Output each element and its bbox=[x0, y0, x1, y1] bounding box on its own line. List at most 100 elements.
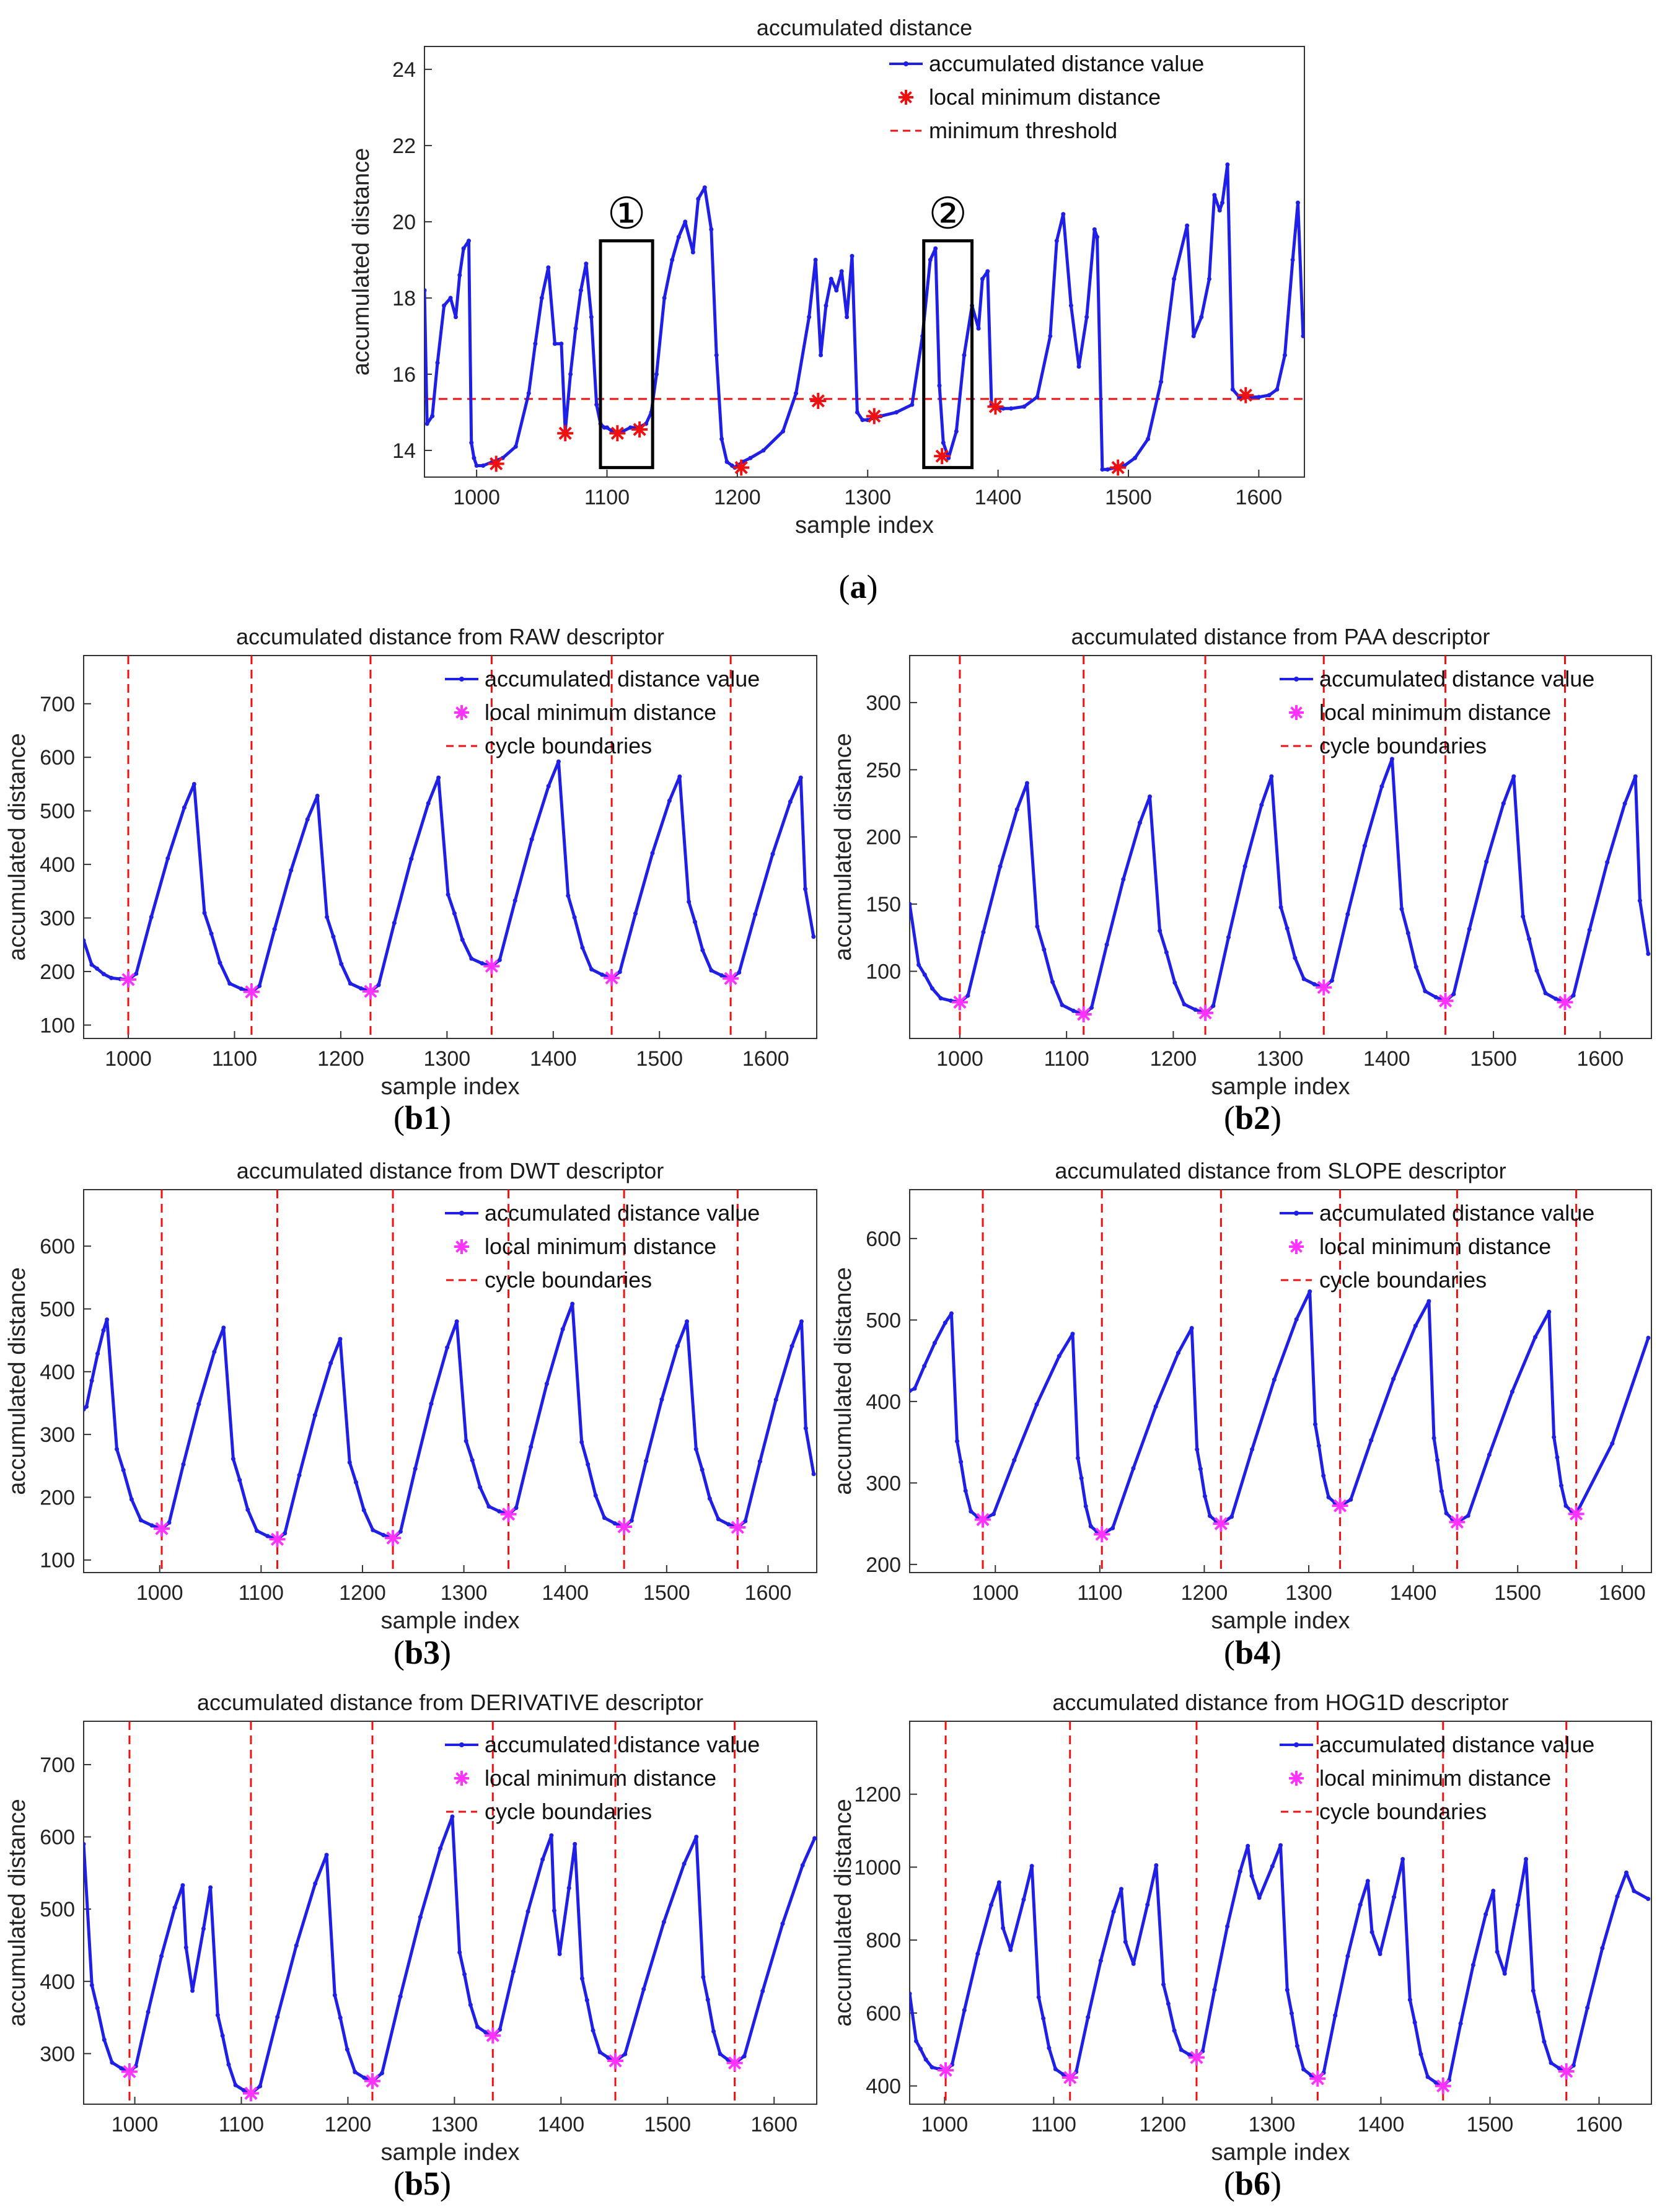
series-point bbox=[580, 945, 585, 950]
series-point bbox=[1211, 1003, 1216, 1008]
series-point bbox=[1206, 276, 1211, 281]
local-minimum-marker bbox=[616, 1519, 633, 1535]
series-point bbox=[371, 1527, 376, 1532]
series-point bbox=[650, 851, 655, 856]
y-axis-label: accumulated distance bbox=[4, 1267, 30, 1495]
series-point bbox=[572, 915, 577, 920]
legend-label: cycle boundaries bbox=[1319, 1267, 1487, 1293]
series-point bbox=[227, 981, 232, 986]
chart-title: accumulated distance from DERIVATIVE des… bbox=[197, 1690, 703, 1715]
star-stroke bbox=[455, 1240, 468, 1253]
x-tick-label: 1200 bbox=[714, 486, 761, 509]
local-minimum-marker bbox=[723, 970, 739, 987]
caption-open-paren: ( bbox=[393, 2165, 405, 2202]
local-minimum-marker bbox=[1557, 994, 1573, 1011]
chart-b6: accumulated distance from HOG1D descript… bbox=[830, 1690, 1652, 2202]
plot-area bbox=[909, 1189, 1652, 1573]
series-point bbox=[707, 1496, 712, 1501]
series-point bbox=[209, 931, 214, 936]
series-point bbox=[1110, 1525, 1115, 1530]
series-point bbox=[1369, 1929, 1374, 1934]
x-axis-label: sample index bbox=[795, 512, 934, 538]
legend-label: cycle boundaries bbox=[485, 733, 652, 758]
y-tick-label: 200 bbox=[866, 826, 901, 849]
series-point bbox=[1131, 1466, 1136, 1471]
y-tick-label: 600 bbox=[40, 746, 75, 770]
series-point bbox=[998, 864, 1003, 869]
series-point bbox=[573, 1841, 578, 1846]
star-stroke bbox=[386, 1531, 400, 1545]
series-point bbox=[438, 1846, 443, 1851]
series-point bbox=[1249, 1874, 1254, 1879]
series-point bbox=[338, 1336, 343, 1341]
series-point bbox=[231, 1457, 235, 1462]
series-point bbox=[460, 937, 465, 942]
series-point bbox=[1379, 784, 1384, 789]
series-point bbox=[757, 1459, 762, 1464]
star-stroke bbox=[633, 423, 646, 436]
x-tick-label: 1500 bbox=[1470, 1047, 1517, 1071]
series-point bbox=[289, 868, 294, 873]
series-point bbox=[1412, 2020, 1417, 2025]
series-point bbox=[469, 441, 474, 445]
series-point bbox=[181, 1462, 186, 1467]
series-point bbox=[149, 1523, 154, 1528]
plot-area bbox=[83, 655, 817, 1039]
x-axis-label: sample index bbox=[381, 1074, 520, 1100]
series-point bbox=[1250, 1447, 1255, 1452]
series-point bbox=[690, 250, 695, 255]
series-point bbox=[1285, 1988, 1290, 1993]
y-axis-label: accumulated distance bbox=[348, 148, 374, 376]
series-point bbox=[110, 2060, 115, 2065]
series-point bbox=[1123, 1939, 1128, 1944]
series-point bbox=[1646, 951, 1651, 956]
local-minimum-marker bbox=[1075, 1006, 1092, 1022]
series-point bbox=[1158, 928, 1163, 933]
legend-label: local minimum distance bbox=[485, 1234, 716, 1259]
series-point bbox=[1483, 1911, 1488, 1916]
series-point bbox=[711, 2029, 716, 2034]
series-point bbox=[1487, 1452, 1492, 1457]
series-point bbox=[803, 1426, 808, 1431]
local-minimum-marker bbox=[1197, 1004, 1214, 1021]
series-point bbox=[1270, 1864, 1275, 1869]
series-point bbox=[218, 960, 222, 965]
legend-point-swatch bbox=[1294, 1742, 1299, 1747]
series-point bbox=[202, 910, 207, 915]
series-point bbox=[172, 1905, 177, 1910]
series-point bbox=[1035, 395, 1040, 400]
series-point bbox=[348, 981, 353, 986]
series-point bbox=[1098, 1958, 1103, 1963]
local-minimum-marker bbox=[733, 459, 750, 476]
series-point bbox=[719, 436, 724, 441]
series-point bbox=[255, 1529, 260, 1534]
series-point bbox=[988, 1903, 993, 1908]
series-point bbox=[789, 1344, 794, 1349]
x-tick-label: 1400 bbox=[1390, 1581, 1437, 1605]
series-point bbox=[237, 1478, 242, 1483]
series-point bbox=[1029, 1864, 1034, 1869]
series-point bbox=[933, 246, 938, 251]
legend-label: local minimum distance bbox=[485, 700, 716, 725]
caption-label: a bbox=[850, 568, 867, 605]
series-point bbox=[1179, 2047, 1184, 2052]
series-point bbox=[685, 1319, 690, 1324]
local-minimum-marker bbox=[485, 2027, 501, 2044]
series-point bbox=[95, 1351, 100, 1356]
series-point bbox=[1316, 1443, 1321, 1448]
series-point bbox=[1423, 989, 1428, 994]
series-point bbox=[129, 1497, 134, 1502]
y-axis-label: accumulated distance bbox=[4, 733, 30, 961]
series-point bbox=[718, 2052, 723, 2056]
local-minimum-marker bbox=[362, 983, 379, 999]
series-point bbox=[398, 1994, 403, 1999]
x-tick-label: 1200 bbox=[325, 2113, 372, 2136]
series-point bbox=[1348, 1497, 1353, 1502]
star-stroke bbox=[1333, 1499, 1347, 1512]
local-minimum-marker bbox=[1437, 993, 1454, 1009]
series-point bbox=[1413, 965, 1418, 970]
series-point bbox=[1536, 2009, 1541, 2014]
series-point bbox=[475, 2024, 480, 2029]
legend-star-swatch bbox=[899, 90, 913, 105]
